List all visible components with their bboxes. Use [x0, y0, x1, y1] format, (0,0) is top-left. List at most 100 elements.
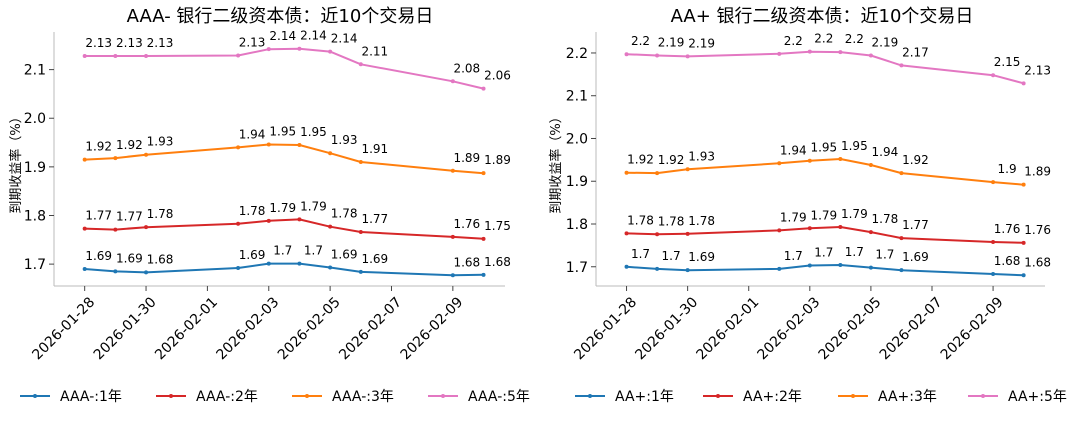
y-axis-label: 到期收益率（%） — [8, 110, 24, 213]
data-label: 1.78 — [331, 207, 358, 221]
data-label: 1.93 — [688, 149, 715, 163]
data-label: 1.78 — [627, 213, 654, 227]
y-tick-label: 2.0 — [24, 111, 46, 127]
data-point — [655, 266, 660, 271]
data-point — [358, 230, 363, 235]
data-point — [685, 231, 690, 236]
data-point — [297, 142, 302, 147]
data-label: 1.78 — [872, 212, 899, 226]
data-label: 1.79 — [810, 208, 837, 222]
data-label: 1.77 — [361, 212, 388, 226]
data-label: 2.14 — [331, 32, 358, 46]
data-label: 2.14 — [300, 29, 327, 43]
data-point — [266, 142, 271, 147]
data-point — [807, 49, 812, 54]
x-tick-label: 2026-01-28 — [571, 294, 640, 363]
series-line — [84, 47, 484, 90]
data-point — [1021, 182, 1026, 187]
data-point — [1021, 81, 1026, 86]
data-point — [328, 49, 333, 54]
data-point — [899, 268, 904, 273]
data-label: 1.95 — [841, 139, 868, 153]
data-label: 2.11 — [361, 44, 388, 58]
x-tick-label: 2026-02-09 — [938, 294, 1007, 363]
data-label: 1.68 — [1024, 255, 1051, 269]
data-label: 1.69 — [116, 251, 143, 265]
x-tick-label: 2026-02-07 — [336, 294, 405, 363]
data-point — [838, 157, 843, 162]
data-label: 2.13 — [116, 36, 143, 50]
data-point — [144, 53, 149, 58]
chart-panel-aaa-minus: AAA- 银行二级资本债：近10个交易日 1.7 1.8 1.9 2.0 2.1 到期收益率… — [8, 6, 530, 405]
legend-label: AA+:3年 — [878, 389, 937, 405]
data-label: 1.89 — [1024, 165, 1051, 179]
data-label: 1.92 — [627, 153, 654, 167]
data-label: 1.9 — [998, 162, 1017, 176]
legend-item: AA+:1年 — [575, 389, 674, 405]
data-label: 1.92 — [658, 153, 685, 167]
data-label: 1.7 — [273, 244, 292, 258]
legend-swatch-marker — [305, 394, 309, 398]
data-label: 2.19 — [688, 36, 715, 50]
data-label: 1.94 — [872, 145, 899, 159]
data-label: 1.89 — [484, 153, 511, 167]
y-tick-label: 2.0 — [566, 131, 588, 147]
data-point — [685, 54, 690, 59]
data-point — [624, 52, 629, 57]
data-point — [266, 218, 271, 223]
data-label: 1.75 — [484, 219, 511, 233]
data-label: 1.79 — [269, 201, 296, 215]
data-point — [807, 226, 812, 231]
data-label: 1.76 — [994, 222, 1021, 236]
data-label: 1.95 — [810, 141, 837, 155]
data-label: 1.69 — [688, 250, 715, 264]
series-aaa-2: 1.77 1.77 1.78 1.78 1.79 1.791.78 1.77 1.76 1.75 — [82, 199, 511, 241]
data-point — [777, 161, 782, 166]
x-tick-label: 2026-01-30 — [91, 294, 160, 363]
data-point — [991, 239, 996, 244]
data-point — [358, 269, 363, 274]
data-label: 1.7 — [845, 245, 864, 259]
data-label: 2.13 — [85, 36, 112, 50]
data-point — [450, 168, 455, 173]
legend-swatch-marker — [716, 394, 720, 398]
chart-title: AA+ 银行二级资本债：近10个交易日 — [671, 6, 974, 27]
data-label: 1.69 — [902, 250, 929, 264]
series-line — [626, 158, 1024, 186]
series-line — [626, 50, 1024, 85]
y-tick-label: 1.9 — [566, 174, 588, 190]
data-label: 1.94 — [780, 143, 807, 157]
data-point — [82, 266, 87, 271]
data-label: 1.94 — [239, 127, 266, 141]
data-label: 1.7 — [304, 244, 323, 258]
x-tick-label: 2026-01-28 — [29, 294, 98, 363]
data-point — [899, 236, 904, 241]
data-label: 1.69 — [331, 248, 358, 262]
data-label: 1.68 — [453, 255, 480, 269]
series-aa-2: 1.78 1.78 1.78 1.79 1.79 1.79 1.78 1.77 1.76 1.76 — [624, 207, 1051, 245]
data-point — [236, 53, 241, 58]
series-aaa-1: 1.69 1.69 1.68 1.69 1.7 1.7 1.69 1.69 1.68 1.68 — [82, 244, 511, 278]
legend-label: AAA-:3年 — [332, 389, 394, 405]
data-label: 1.92 — [116, 138, 143, 152]
series-aa-5: 2.2 2.19 2.19 2.2 2.2 2.2 2.192.172.152.13 — [624, 32, 1051, 86]
data-point — [777, 51, 782, 56]
data-point — [899, 63, 904, 68]
series-line — [84, 218, 484, 240]
data-point — [481, 86, 486, 91]
data-point — [777, 228, 782, 233]
x-tick-label: 2026-02-05 — [275, 294, 344, 363]
data-point — [1021, 273, 1026, 278]
data-point — [807, 263, 812, 268]
data-label: 1.78 — [239, 204, 266, 218]
data-point — [328, 224, 333, 229]
x-tick-label: 2026-01-30 — [632, 294, 701, 363]
data-point — [991, 73, 996, 78]
data-label: 2.14 — [269, 29, 296, 43]
data-label: 1.89 — [453, 151, 480, 165]
data-point — [297, 217, 302, 222]
data-point — [358, 62, 363, 67]
chart-title: AAA- 银行二级资本债：近10个交易日 — [127, 6, 434, 27]
